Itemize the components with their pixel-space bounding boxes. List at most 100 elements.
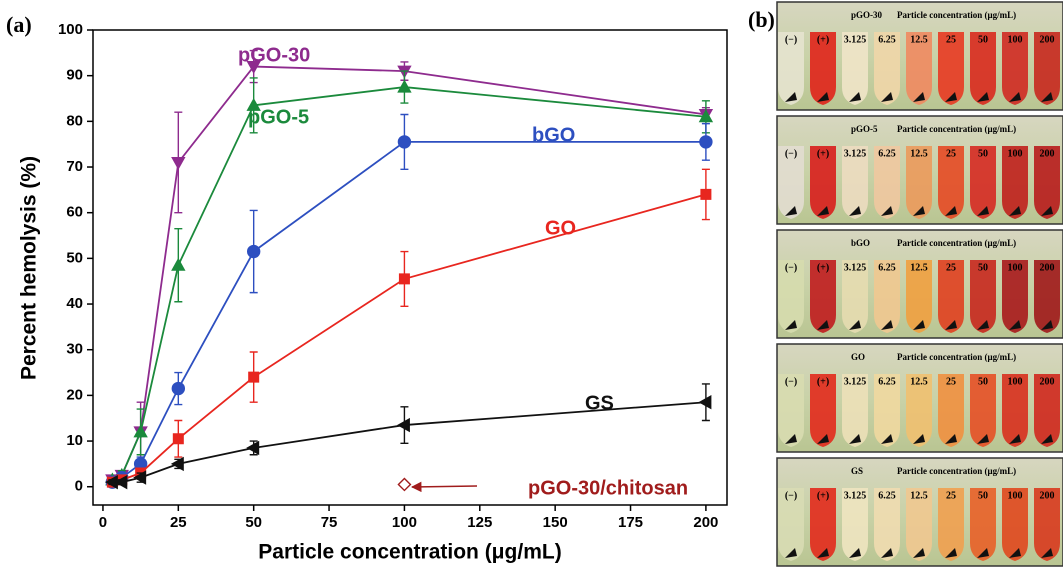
tube-tip bbox=[1041, 434, 1053, 444]
tube-tip bbox=[849, 206, 861, 216]
column-label: (−) bbox=[785, 490, 797, 501]
tube-tip bbox=[945, 320, 957, 330]
data-point bbox=[172, 433, 184, 445]
tube-tip bbox=[881, 320, 893, 330]
row-title: pGO-30 bbox=[851, 10, 883, 20]
tube-tip bbox=[817, 92, 829, 102]
column-label: 6.25 bbox=[878, 34, 896, 45]
tube-tip bbox=[1009, 206, 1021, 216]
tube-tip bbox=[849, 548, 861, 558]
x-tick-label: 75 bbox=[321, 514, 338, 531]
tube bbox=[1002, 146, 1028, 219]
tube bbox=[1034, 374, 1060, 447]
row-title: bGO bbox=[851, 238, 870, 248]
x-tick-label: 0 bbox=[99, 514, 107, 531]
tube bbox=[842, 146, 868, 219]
tube bbox=[842, 32, 868, 105]
x-tick-label: 200 bbox=[693, 514, 718, 531]
data-point bbox=[699, 135, 713, 149]
tube-tip bbox=[945, 548, 957, 558]
column-label: 200 bbox=[1040, 34, 1055, 45]
tube bbox=[778, 260, 804, 333]
column-label: 6.25 bbox=[878, 376, 896, 387]
column-label: (−) bbox=[785, 148, 797, 159]
column-label: 50 bbox=[978, 376, 988, 387]
tube bbox=[938, 488, 964, 561]
column-label: 200 bbox=[1040, 262, 1055, 273]
tube-tip bbox=[977, 434, 989, 444]
tube bbox=[778, 488, 804, 561]
tube-tip bbox=[945, 434, 957, 444]
series-label: pGO-30/chitosan bbox=[528, 477, 688, 499]
tube-tip bbox=[1041, 548, 1053, 558]
tube-tip bbox=[913, 434, 925, 444]
tube-tip bbox=[817, 206, 829, 216]
column-label: 12.5 bbox=[910, 34, 928, 45]
y-tick-label: 20 bbox=[66, 386, 83, 403]
data-point bbox=[700, 188, 712, 200]
tube-tip bbox=[1041, 320, 1053, 330]
tube bbox=[778, 32, 804, 105]
data-point bbox=[170, 456, 184, 472]
series-line bbox=[112, 401, 706, 484]
tube-tip bbox=[881, 548, 893, 558]
y-tick-label: 90 bbox=[66, 67, 83, 84]
column-label: 12.5 bbox=[910, 376, 928, 387]
data-point bbox=[397, 135, 412, 149]
row-caption: Particle concentration (μg/mL) bbox=[897, 352, 1016, 362]
tube-tip bbox=[945, 92, 957, 102]
data-point bbox=[698, 109, 714, 123]
column-label: 50 bbox=[978, 148, 988, 159]
tube bbox=[810, 260, 836, 333]
y-tick-label: 100 bbox=[58, 21, 83, 38]
data-point bbox=[398, 273, 410, 285]
tube-tip bbox=[849, 434, 861, 444]
column-label: 100 bbox=[1008, 34, 1023, 45]
panel-label: (a) bbox=[6, 12, 32, 37]
data-point bbox=[171, 156, 186, 170]
tube bbox=[1002, 374, 1028, 447]
x-tick-label: 100 bbox=[392, 514, 417, 531]
tube-tip bbox=[977, 206, 989, 216]
tube bbox=[938, 374, 964, 447]
tube bbox=[906, 374, 932, 447]
column-label: (−) bbox=[785, 34, 797, 45]
column-label: 25 bbox=[946, 376, 956, 387]
tube-tip bbox=[1009, 320, 1021, 330]
data-point bbox=[246, 440, 260, 456]
column-label: 6.25 bbox=[878, 148, 896, 159]
tube-tip bbox=[977, 548, 989, 558]
tube-tip bbox=[817, 320, 829, 330]
tube bbox=[938, 146, 964, 219]
tube-tip bbox=[785, 434, 797, 444]
column-label: 6.25 bbox=[878, 262, 896, 273]
series-label: bGO bbox=[532, 124, 575, 146]
data-point bbox=[171, 257, 186, 271]
tube bbox=[810, 146, 836, 219]
tube bbox=[906, 260, 932, 333]
data-point bbox=[171, 381, 186, 396]
y-axis-title: Percent hemolysis (%) bbox=[18, 156, 41, 380]
tube-tip bbox=[785, 548, 797, 558]
tube bbox=[810, 374, 836, 447]
row-title: pGO-5 bbox=[851, 124, 878, 134]
tube bbox=[906, 146, 932, 219]
data-point bbox=[698, 395, 712, 410]
tube-tip bbox=[817, 548, 829, 558]
data-point bbox=[246, 61, 261, 74]
tube bbox=[906, 32, 932, 105]
column-label: 200 bbox=[1040, 490, 1055, 501]
tube-tip bbox=[1009, 434, 1021, 444]
series-label: GO bbox=[545, 217, 576, 239]
column-label: 200 bbox=[1040, 148, 1055, 159]
tube bbox=[1034, 146, 1060, 219]
tube bbox=[1034, 260, 1060, 333]
tube-tip bbox=[817, 434, 829, 444]
tube bbox=[1002, 260, 1028, 333]
x-axis-title: Particle concentration (μg/mL) bbox=[258, 541, 561, 564]
column-label: 50 bbox=[978, 490, 988, 501]
y-tick-label: 80 bbox=[66, 112, 83, 129]
tube bbox=[778, 146, 804, 219]
column-label: 3.125 bbox=[844, 262, 867, 273]
tube-tip bbox=[1041, 206, 1053, 216]
